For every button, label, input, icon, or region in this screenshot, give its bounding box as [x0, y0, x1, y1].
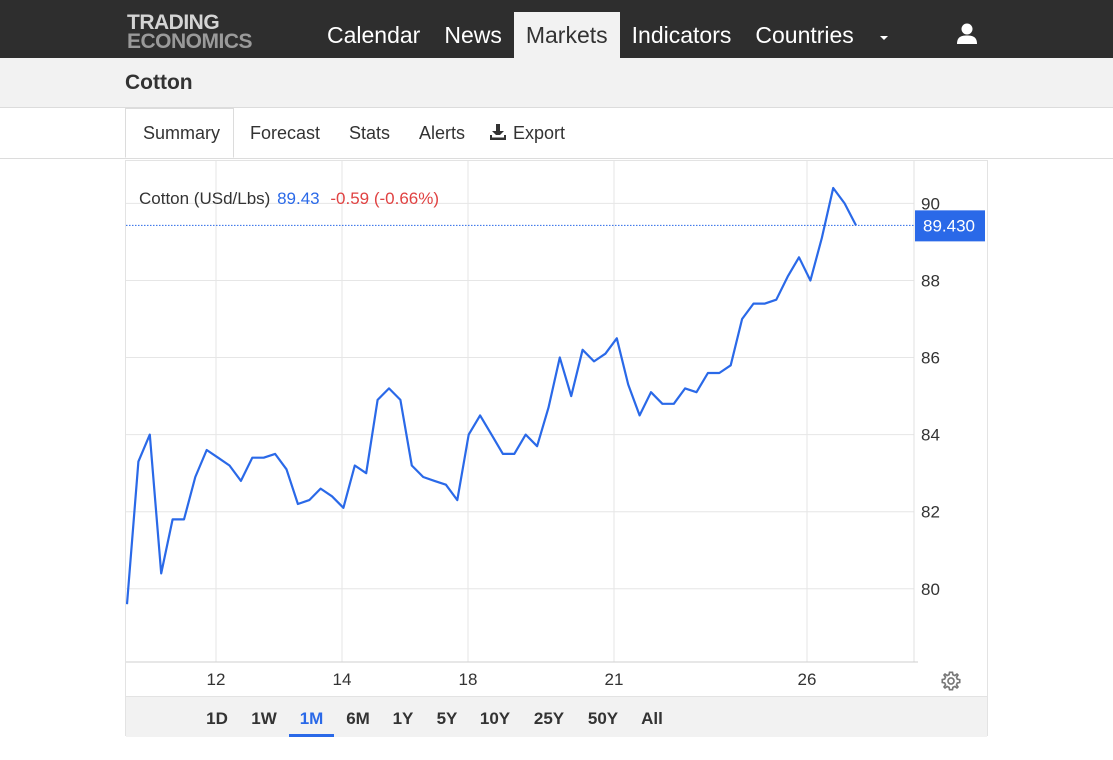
tab-forecast[interactable]: Forecast: [250, 123, 321, 143]
top-navbar: TRADING ECONOMICS Calendar News Markets …: [0, 0, 1113, 58]
current-price-label: 89.430: [923, 216, 975, 235]
range-button-1y[interactable]: 1Y: [392, 709, 414, 728]
brand-logo-line1: TRADING: [127, 11, 220, 34]
x-tick-label: 18: [459, 670, 478, 689]
current-price-box: [915, 210, 985, 242]
x-tick-label: 12: [207, 670, 226, 689]
legend-change: -0.59 (-0.66%): [330, 189, 440, 208]
x-tick-label: 26: [798, 670, 817, 689]
y-tick-label: 82: [921, 503, 940, 522]
brand-logo-line2: ECONOMICS: [127, 30, 253, 53]
nav-item-markets[interactable]: Markets: [513, 12, 620, 58]
legend-instrument-name: Cotton (USd/Lbs): [139, 189, 271, 208]
nav-item-countries[interactable]: Countries: [755, 22, 854, 48]
nav-item-news[interactable]: News: [444, 22, 502, 48]
gear-icon[interactable]: [940, 670, 962, 692]
content-tabs: Summary Forecast Stats Alerts Export: [0, 108, 1113, 159]
main-nav: Calendar News Markets Indicators Countri…: [315, 12, 906, 58]
legend-last-price: 89.43: [277, 189, 320, 208]
price-series-line: [126, 186, 857, 605]
y-tick-label: 90: [921, 194, 940, 213]
range-button-1w[interactable]: 1W: [251, 709, 277, 728]
y-tick-label: 86: [921, 349, 940, 368]
range-button-50y[interactable]: 50Y: [587, 709, 619, 728]
x-tick-label: 21: [605, 670, 624, 689]
chart-panel: 80 82 84 86 88 90 12 14 18 21 26 89.430 Cotton (USd…: [125, 160, 988, 737]
title-bar: Cotton: [0, 58, 1113, 108]
tab-alerts[interactable]: Alerts: [419, 123, 466, 143]
brand-logo[interactable]: TRADING ECONOMICS: [127, 11, 253, 53]
nav-item-indicators[interactable]: Indicators: [631, 22, 732, 48]
caret-down-icon[interactable]: [866, 12, 906, 58]
y-tick-label: 88: [921, 271, 940, 290]
price-chart[interactable]: 80 82 84 86 88 90 12 14 18 21 26 89.430: [126, 161, 987, 696]
tab-export-label: Export: [513, 123, 566, 143]
y-tick-label: 80: [921, 580, 940, 599]
range-button-25y[interactable]: 25Y: [533, 709, 565, 728]
range-selector: 1D 1W 1M 6M 1Y 5Y 10Y 25Y 50Y All: [126, 696, 987, 737]
tab-stats[interactable]: Stats: [349, 123, 391, 143]
y-tick-label: 84: [921, 426, 940, 445]
range-button-6m[interactable]: 6M: [346, 709, 370, 728]
tab-export[interactable]: Export: [489, 108, 565, 158]
range-button-all[interactable]: All: [641, 709, 663, 728]
tab-summary[interactable]: Summary: [125, 108, 235, 158]
nav-item-calendar[interactable]: Calendar: [327, 22, 421, 48]
user-icon[interactable]: [955, 22, 979, 46]
download-icon: [490, 124, 506, 140]
page-title: Cotton: [125, 71, 193, 94]
range-button-1d[interactable]: 1D: [206, 709, 228, 728]
chart-legend: Cotton (USd/Lbs) 89.43 -0.59 (-0.66%): [139, 189, 439, 209]
range-button-5y[interactable]: 5Y: [436, 709, 458, 728]
range-button-10y[interactable]: 10Y: [479, 709, 511, 728]
x-tick-label: 14: [333, 670, 352, 689]
range-button-1m[interactable]: 1M: [289, 697, 334, 737]
